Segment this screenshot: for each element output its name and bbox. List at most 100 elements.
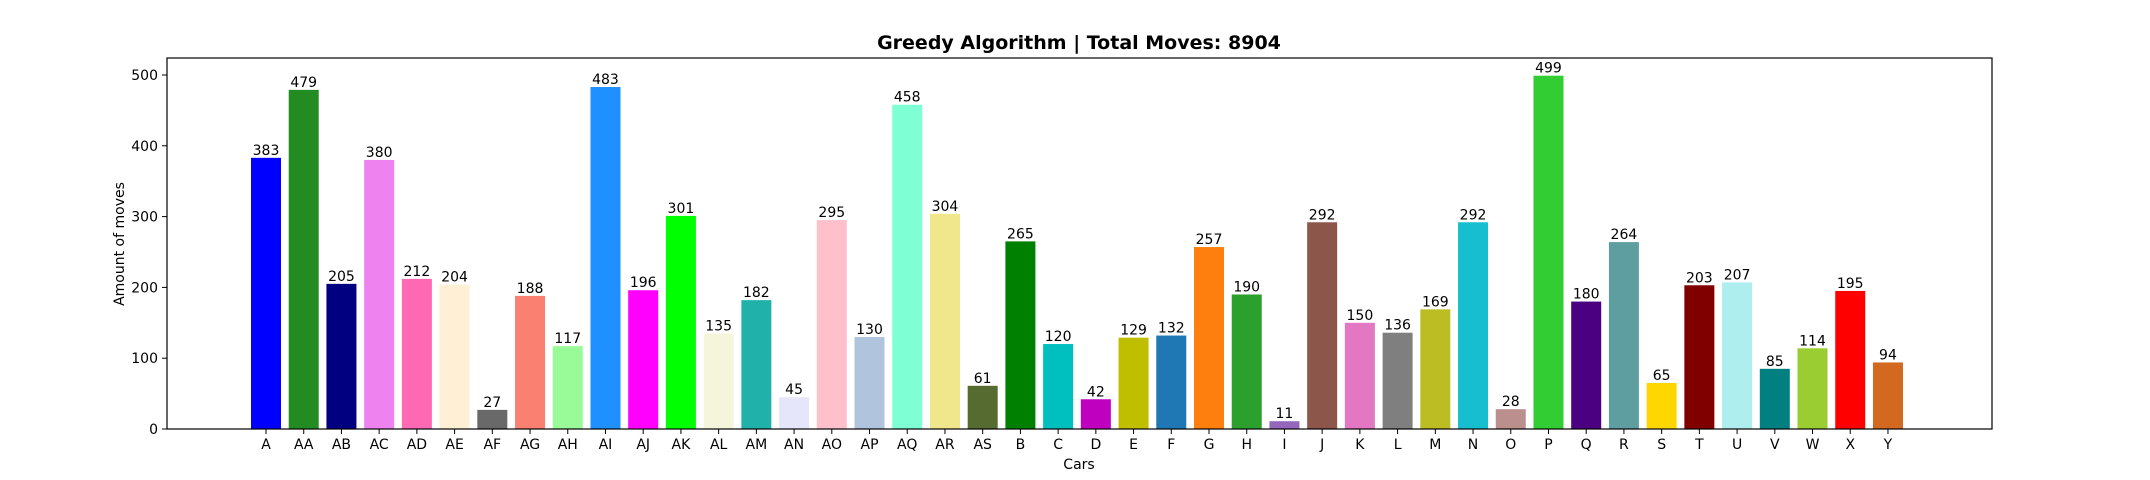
bar-H — [1231, 294, 1262, 429]
data-label-AD: 212 — [404, 264, 431, 280]
data-label-H: 190 — [1233, 279, 1260, 295]
bar-Y — [1872, 362, 1903, 429]
x-tick-label-W: W — [1806, 437, 1820, 453]
data-label-AM: 182 — [743, 285, 770, 301]
bar-T — [1684, 285, 1715, 429]
x-tick-label-A: A — [261, 437, 271, 453]
bar-S — [1646, 382, 1677, 429]
bar-AI — [590, 87, 621, 429]
bar-F — [1156, 335, 1187, 429]
data-label-P: 499 — [1535, 61, 1562, 77]
x-tick-label-AQ: AQ — [897, 437, 917, 453]
data-label-V: 85 — [1766, 354, 1784, 370]
data-label-AF: 27 — [483, 395, 501, 411]
y-axis-label: Amount of moves — [112, 182, 128, 306]
y-tick-label-300: 300 — [131, 210, 158, 226]
data-label-AG: 188 — [517, 281, 544, 297]
data-label-S: 65 — [1653, 368, 1671, 384]
data-label-N: 292 — [1460, 207, 1487, 223]
bar-AS — [967, 385, 998, 429]
x-tick-label-R: R — [1619, 437, 1629, 453]
data-label-AC: 380 — [366, 145, 393, 161]
x-tick-label-K: K — [1355, 437, 1365, 453]
x-tick-label-J: J — [1319, 437, 1324, 453]
x-tick-label-AS: AS — [973, 437, 992, 453]
y-tick-label-400: 400 — [131, 139, 158, 155]
data-label-AE: 204 — [441, 270, 468, 286]
bar-K — [1344, 322, 1375, 429]
bar-O — [1495, 409, 1526, 429]
x-tick-label-V: V — [1770, 437, 1780, 453]
y-tick-label-100: 100 — [131, 351, 158, 367]
data-label-C: 120 — [1045, 329, 1072, 345]
bar-AF — [477, 409, 508, 429]
data-label-AO: 295 — [818, 205, 845, 221]
bar-I — [1269, 421, 1300, 429]
data-label-W: 114 — [1799, 333, 1826, 349]
x-tick-label-AA: AA — [294, 437, 314, 453]
data-label-R: 264 — [1611, 227, 1638, 243]
x-tick-label-AN: AN — [784, 437, 804, 453]
bar-AG — [515, 295, 546, 429]
y-tick-label-0: 0 — [149, 422, 158, 438]
data-label-AP: 130 — [856, 322, 883, 338]
bar-AK — [665, 215, 696, 429]
data-label-M: 169 — [1422, 294, 1449, 310]
y-axis-ticks: 0 100 200 300 400 500 — [131, 68, 167, 438]
bar-AJ — [628, 290, 659, 429]
x-tick-label-X: X — [1845, 437, 1855, 453]
data-label-X: 195 — [1837, 276, 1864, 292]
x-tick-label-AO: AO — [822, 437, 842, 453]
y-tick-label-500: 500 — [131, 68, 158, 84]
x-tick-label-AG: AG — [520, 437, 540, 453]
bar-M — [1420, 309, 1451, 429]
bar-B — [1005, 241, 1036, 429]
x-tick-label-AI: AI — [599, 437, 613, 453]
x-axis-label: Cars — [1063, 457, 1094, 473]
x-tick-label-O: O — [1505, 437, 1516, 453]
x-tick-label-I: I — [1282, 437, 1286, 453]
bar-AA — [288, 89, 319, 430]
x-tick-label-B: B — [1016, 437, 1026, 453]
bar-W — [1797, 348, 1828, 429]
data-label-J: 292 — [1309, 207, 1336, 223]
x-tick-label-E: E — [1129, 437, 1138, 453]
bar-AD — [401, 278, 432, 429]
x-tick-label-Y: Y — [1883, 437, 1893, 453]
data-label-U: 207 — [1724, 267, 1751, 283]
data-label-AB: 205 — [328, 269, 355, 285]
data-label-AN: 45 — [785, 382, 803, 398]
chart-title: Greedy Algorithm | Total Moves: 8904 — [877, 32, 1281, 54]
x-tick-label-U: U — [1732, 437, 1742, 453]
data-label-E: 129 — [1120, 323, 1147, 339]
data-label-AR: 304 — [932, 199, 959, 215]
data-label-AA: 479 — [290, 75, 317, 91]
data-label-G: 257 — [1196, 232, 1223, 248]
bars-group — [251, 75, 1903, 430]
bar-R — [1608, 242, 1639, 429]
x-axis-ticks: A AA AB AC AD AE AF AG AH AI AJ AK AL AM AN AO AP AQ AR AS B… — [261, 429, 1893, 453]
data-label-AH: 117 — [554, 331, 581, 347]
bar-AC — [364, 159, 395, 429]
y-tick-label-200: 200 — [131, 280, 158, 296]
x-tick-label-AP: AP — [861, 437, 879, 453]
data-label-AK: 301 — [668, 201, 695, 217]
x-tick-label-C: C — [1053, 437, 1063, 453]
x-tick-label-T: T — [1694, 437, 1704, 453]
data-label-T: 203 — [1686, 270, 1713, 286]
bar-Q — [1571, 301, 1602, 429]
x-tick-label-AR: AR — [935, 437, 955, 453]
data-label-O: 28 — [1502, 394, 1520, 410]
bar-G — [1194, 247, 1224, 429]
bar-AN — [779, 397, 810, 429]
x-tick-label-AB: AB — [332, 437, 351, 453]
bar-AE — [439, 284, 470, 429]
x-tick-label-AE: AE — [445, 437, 463, 453]
bar-D — [1080, 399, 1111, 429]
data-labels-group: 383 479 205 380 212 204 27 188 117 483 196 301 135 18… — [253, 61, 1897, 423]
data-label-AS: 61 — [974, 371, 992, 387]
data-label-AJ: 196 — [630, 275, 657, 291]
data-label-AI: 483 — [592, 72, 619, 88]
x-tick-label-AF: AF — [483, 437, 501, 453]
